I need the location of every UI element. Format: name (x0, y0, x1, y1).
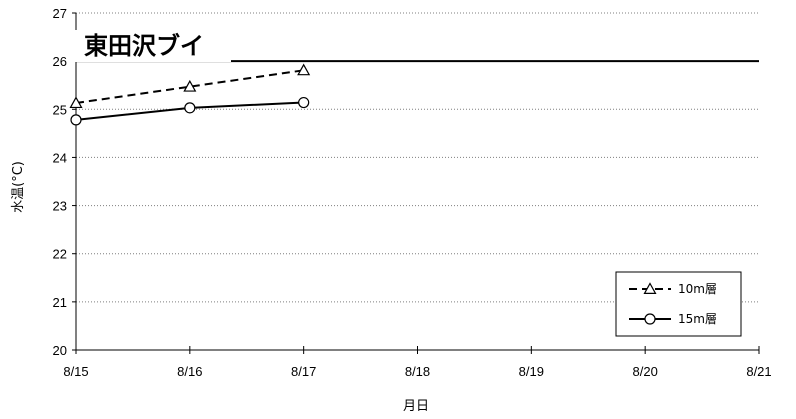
y-tick-labels: 20 21 22 23 24 25 26 27 (53, 6, 67, 358)
data-point (69, 96, 83, 109)
series-layer (69, 63, 311, 126)
y-tick-label: 26 (53, 54, 67, 69)
series-1 (70, 96, 310, 126)
legend: 10m層 15m層 (615, 271, 742, 337)
legend-box (615, 271, 742, 337)
x-tick-labels: 8/15 8/16 8/17 8/18 8/19 8/20 8/21 (63, 364, 771, 379)
x-tick-label: 8/20 (633, 364, 658, 379)
y-tick-label: 23 (53, 199, 67, 214)
y-axis-title: 水温(°C) (11, 161, 26, 213)
x-tick-label: 8/18 (405, 364, 430, 379)
x-tick-label: 8/21 (746, 364, 771, 379)
axes (72, 12, 760, 354)
y-tick-label: 20 (53, 343, 67, 358)
y-tick-label: 21 (53, 295, 67, 310)
legend-entry-1: 15m層 (629, 312, 717, 326)
y-tick-label: 25 (53, 102, 67, 117)
y-tick-label: 22 (53, 247, 67, 262)
x-tick-label: 8/17 (291, 364, 316, 379)
x-tick-label: 8/16 (177, 364, 202, 379)
data-point (298, 96, 310, 109)
title-background (71, 30, 231, 62)
chart-title: 東田沢ブイ (84, 32, 204, 60)
y-tick-label: 27 (53, 6, 67, 21)
data-point (183, 79, 197, 92)
x-tick-label: 8/15 (63, 364, 88, 379)
legend-label-1: 15m層 (678, 312, 717, 326)
x-tick-label: 8/19 (519, 364, 544, 379)
legend-entry-0: 10m層 (629, 282, 717, 296)
data-point (184, 102, 196, 114)
legend-label-0: 10m層 (678, 282, 717, 296)
data-point (70, 114, 82, 126)
y-tick-label: 24 (53, 150, 67, 165)
series-0 (69, 63, 311, 109)
legend-marker-1 (644, 313, 656, 325)
x-axis-title: 月日 (403, 399, 429, 414)
data-point (297, 63, 311, 76)
legend-marker-0 (643, 282, 657, 294)
